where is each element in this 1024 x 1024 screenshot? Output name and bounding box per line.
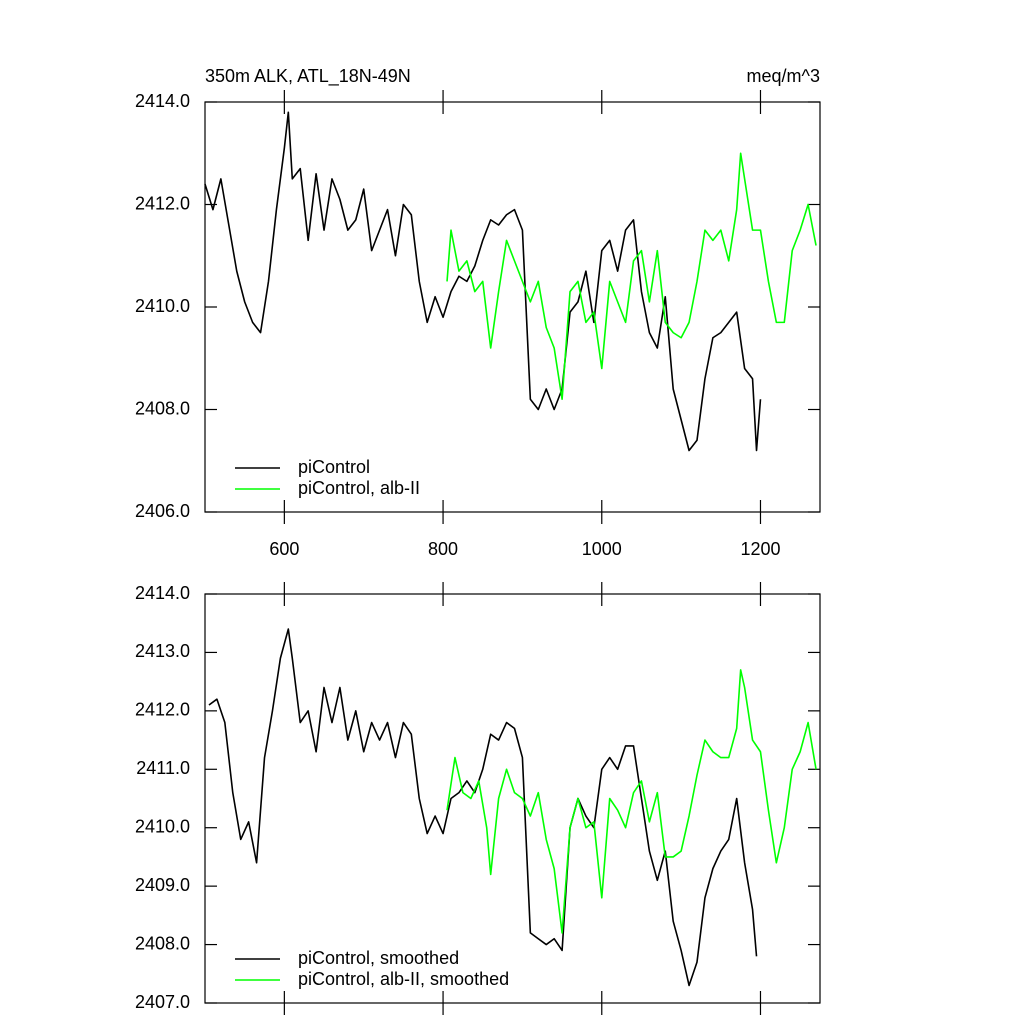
x-tick-label: 1200 [740, 539, 780, 559]
series-line [204, 111, 762, 452]
y-tick-label: 2411.0 [136, 758, 190, 778]
y-tick-label: 2410.0 [135, 296, 190, 316]
y-tick-label: 2410.0 [135, 816, 190, 836]
series-line [446, 152, 817, 401]
legend-label: piControl, alb-II, smoothed [298, 969, 509, 989]
chart-title: 350m ALK, ATL_18N-49N [205, 66, 411, 87]
x-tick-label: 600 [269, 539, 299, 559]
series-line [446, 669, 817, 934]
y-tick-label: 2407.0 [135, 992, 190, 1012]
x-tick-label: 1000 [582, 539, 622, 559]
plot-frame [204, 593, 821, 1004]
x-tick-label: 800 [428, 539, 458, 559]
legend-label: piControl, alb-II [298, 478, 420, 498]
legend-label: piControl, smoothed [298, 948, 459, 968]
series-line [208, 628, 758, 987]
y-tick-label: 2413.0 [135, 641, 190, 661]
y-tick-label: 2412.0 [135, 193, 190, 213]
y-tick-label: 2409.0 [135, 875, 190, 895]
y-tick-label: 2412.0 [135, 700, 190, 720]
plot-frame [204, 101, 821, 513]
y-tick-label: 2408.0 [135, 933, 190, 953]
y-tick-label: 2408.0 [135, 398, 190, 418]
y-tick-label: 2406.0 [135, 501, 190, 521]
units-label: meq/m^3 [747, 66, 820, 86]
y-tick-label: 2414.0 [135, 91, 190, 111]
y-tick-label: 2414.0 [135, 583, 190, 603]
legend-label: piControl [298, 457, 370, 477]
